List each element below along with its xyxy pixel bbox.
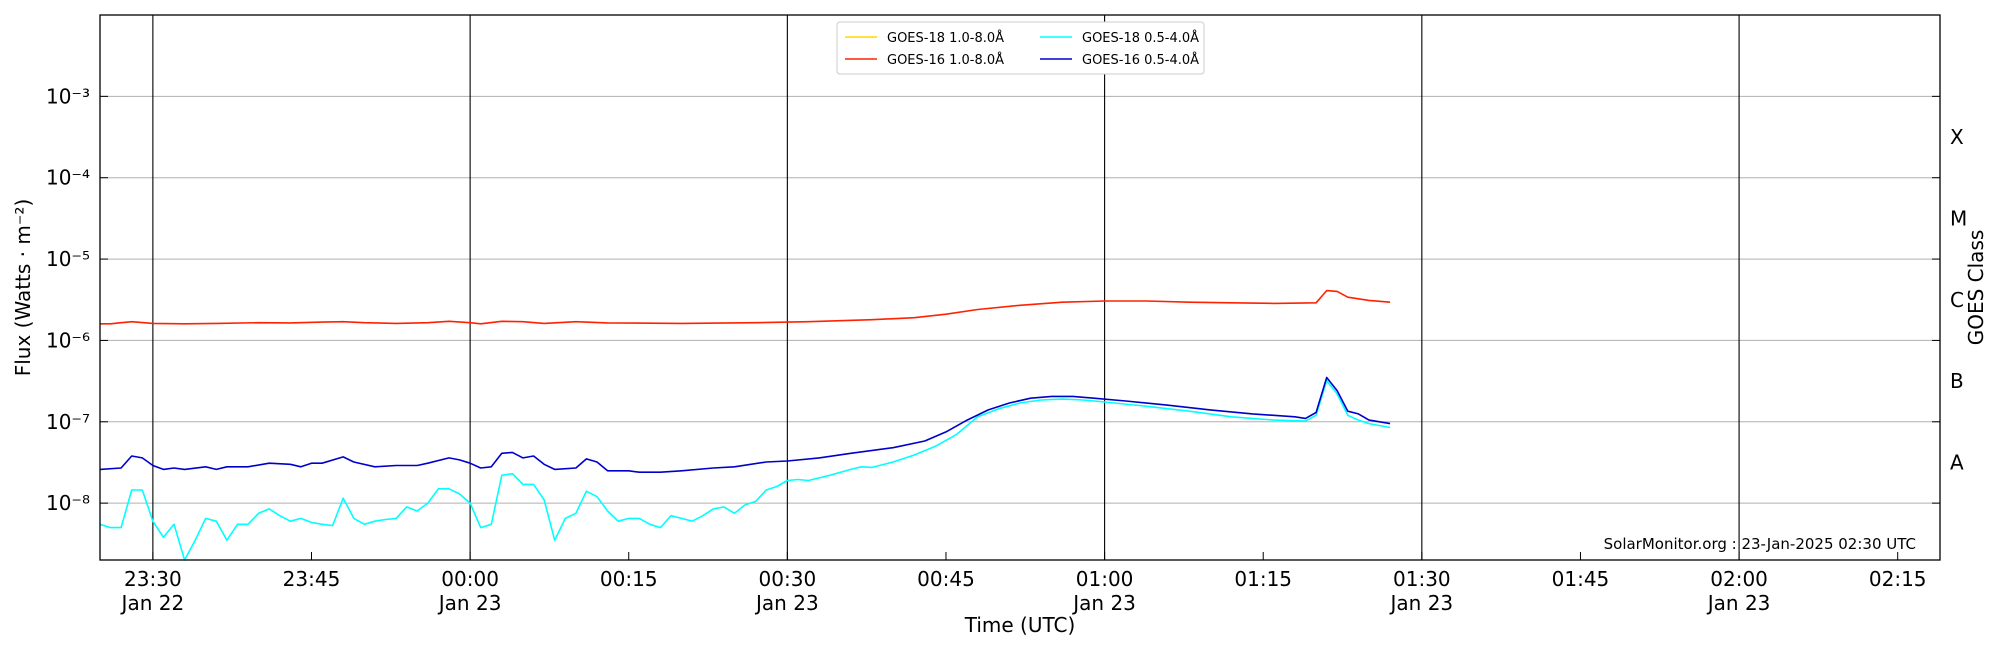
y-tick-label: 10⁻⁵ — [46, 247, 90, 271]
legend-label: GOES-18 0.5-4.0Å — [1082, 30, 1199, 46]
x-tick-label: 00:30 — [759, 567, 817, 591]
x-tick-label: 02:00 — [1710, 567, 1768, 591]
goes-class-axis-title: GOES Class — [1964, 230, 1988, 346]
goes-class-c: C — [1950, 288, 1964, 312]
legend-label: GOES-18 1.0-8.0Å — [887, 30, 1004, 46]
x-tick-label: 00:15 — [600, 567, 658, 591]
goes-class-labels: A B C M X — [1950, 125, 1967, 474]
x-tick-label: 23:30 — [124, 567, 182, 591]
x-tick-label: 02:15 — [1869, 567, 1927, 591]
y-tick-label: 10⁻⁷ — [46, 410, 90, 434]
y-tick-label: 10⁻⁴ — [46, 166, 90, 190]
x-tick-label: 01:45 — [1552, 567, 1610, 591]
x-tick-date-label: Jan 22 — [120, 591, 185, 615]
grid-layer — [100, 95, 1940, 504]
x-tick-label: 23:45 — [283, 567, 341, 591]
plot-frame — [99, 14, 1941, 561]
y-tick-label: 10⁻³ — [46, 84, 90, 108]
goes-class-b: B — [1950, 369, 1964, 393]
series-line — [99, 379, 1391, 561]
day-boundary-lines — [152, 15, 1740, 560]
x-tick-date-label: Jan 23 — [1706, 591, 1771, 615]
legend-label: GOES-16 0.5-4.0Å — [1082, 52, 1199, 68]
x-tick-date-label: Jan 23 — [437, 591, 502, 615]
goes-class-x: X — [1950, 125, 1964, 149]
goes-class-a: A — [1950, 450, 1964, 474]
series-line — [100, 289, 1391, 325]
x-tick-label: 01:30 — [1393, 567, 1451, 591]
goes-class-m: M — [1950, 206, 1967, 230]
series-line — [99, 376, 1391, 474]
x-axis-title: Time (UTC) — [964, 613, 1076, 637]
y-tick-label: 10⁻⁶ — [46, 328, 90, 352]
x-tick-label: 01:00 — [1076, 567, 1134, 591]
x-tick-date-label: Jan 23 — [1389, 591, 1454, 615]
series-layer — [99, 289, 1391, 561]
x-tick-date-label: Jan 23 — [754, 591, 819, 615]
legend-label: GOES-16 1.0-8.0Å — [887, 52, 1004, 68]
x-tick-label: 01:15 — [1234, 567, 1292, 591]
x-tick-label: 00:45 — [917, 567, 975, 591]
x-tick-date-label: Jan 23 — [1071, 591, 1136, 615]
y-tick-label: 10⁻⁸ — [46, 491, 90, 515]
legend: GOES-18 1.0-8.0Å GOES-16 1.0-8.0Å GOES-18 … — [836, 21, 1205, 75]
legend-box — [836, 21, 1205, 75]
y-axis-title: Flux (Watts · m⁻²) — [11, 199, 35, 377]
x-tick-label: 00:00 — [441, 567, 499, 591]
credit-text: SolarMonitor.org : 23-Jan-2025 02:30 UTC — [1604, 535, 1916, 553]
